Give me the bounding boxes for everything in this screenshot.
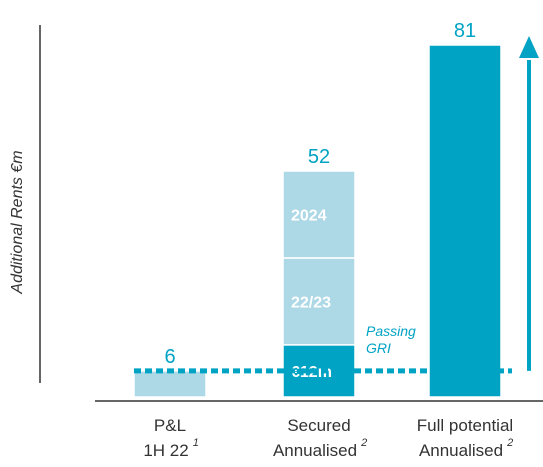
category-label-line1-2: Full potential xyxy=(417,416,513,435)
category-label-line2-2: Annualised xyxy=(419,441,503,460)
growth-arrow xyxy=(519,36,539,371)
passing-gri-label-line2: GRI xyxy=(366,340,391,356)
total-label-2: 81 xyxy=(454,20,476,42)
total-label-0: 6 xyxy=(164,346,175,368)
bar-segment-3 xyxy=(282,170,356,259)
y-axis-label-group: Additional Rents €m xyxy=(9,150,26,294)
footnote-1: 2 xyxy=(360,437,367,449)
segment-label-3: 2024 xyxy=(291,207,327,224)
bar-segment-2 xyxy=(282,257,356,346)
bar-segment-0 xyxy=(133,370,207,398)
category-label-line1-0: P&L xyxy=(154,416,186,435)
footnote-0: 1 xyxy=(193,437,199,449)
segment-label-2: 22/23 xyxy=(291,294,331,311)
y-axis-label: Additional Rents €m xyxy=(9,150,26,294)
total-labels-group: 6 52 81 xyxy=(164,20,476,368)
total-label-1: 52 xyxy=(308,146,330,168)
category-label-line2-0: 1H 22 xyxy=(143,441,188,460)
bars-group xyxy=(133,44,502,398)
category-label-line2-1: Annualised xyxy=(273,441,357,460)
bar-segment-4 xyxy=(428,44,502,398)
category-label-line1-1: Secured xyxy=(287,416,350,435)
passing-gri-label-line1: Passing xyxy=(366,323,416,339)
growth-arrow-head xyxy=(519,36,539,58)
footnote-2: 2 xyxy=(506,437,513,449)
